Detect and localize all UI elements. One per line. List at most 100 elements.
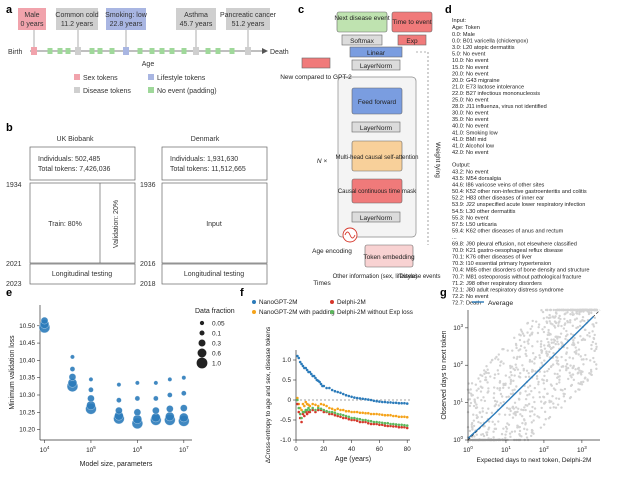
observation-point <box>541 328 544 331</box>
observation-point <box>560 324 563 328</box>
observation-point <box>544 418 547 421</box>
data-point <box>308 410 312 414</box>
observation-point <box>489 361 492 364</box>
observation-point <box>589 373 593 376</box>
observation-point <box>566 311 569 314</box>
observation-point <box>504 374 508 377</box>
observation-point <box>474 406 478 410</box>
observation-point <box>593 308 597 312</box>
data-point <box>333 411 337 415</box>
observation-point <box>497 353 501 356</box>
observation-point <box>548 313 551 317</box>
data-point <box>319 402 323 406</box>
observation-point <box>574 390 577 393</box>
data-point <box>167 392 173 398</box>
legend-swatch-lifestyle <box>148 74 154 80</box>
data-point <box>378 423 381 427</box>
input-line: 20.0: No event <box>452 71 489 77</box>
observation-point <box>517 397 521 401</box>
observation-point <box>577 348 581 351</box>
data-point <box>344 416 348 420</box>
input-line: 3.0: L20 atopic dermatitis <box>452 45 515 51</box>
observation-point <box>545 379 549 383</box>
observation-point <box>497 420 500 423</box>
observation-point <box>550 338 553 341</box>
observation-point <box>569 364 572 367</box>
data-point <box>305 408 309 412</box>
data-point <box>383 413 387 417</box>
output-line: 70.0: K21 gastro-oesophageal reflux dise… <box>452 248 563 254</box>
data-point <box>380 423 384 427</box>
observation-point <box>552 402 555 405</box>
observation-point <box>554 321 558 324</box>
observation-point <box>516 426 519 429</box>
observation-point <box>592 356 595 360</box>
data-point <box>344 393 348 397</box>
observation-point <box>578 324 582 328</box>
observation-point <box>517 407 520 410</box>
data-point <box>400 423 403 427</box>
observation-point <box>547 367 551 371</box>
observation-point <box>563 313 566 316</box>
layernorm-label: LayerNorm <box>360 125 392 132</box>
observation-point <box>477 377 480 380</box>
observation-point <box>563 400 567 403</box>
data-point <box>397 401 401 405</box>
observation-point <box>529 327 532 331</box>
observation-point <box>506 422 509 425</box>
data-point <box>372 422 376 426</box>
observation-point <box>583 319 586 323</box>
observation-point <box>467 389 470 392</box>
y-tick-label: 10.35 <box>19 375 35 382</box>
observation-point <box>485 371 488 375</box>
observation-point <box>554 342 557 346</box>
observation-point <box>538 391 541 394</box>
output-line: 52.2: H83 other diseases of inner ear <box>452 196 544 202</box>
observation-point <box>481 407 484 410</box>
data-point <box>397 425 401 429</box>
data-point <box>350 418 353 422</box>
data-point <box>355 417 359 421</box>
observation-point <box>497 358 500 361</box>
observation-point <box>556 337 559 340</box>
data-point <box>88 387 94 393</box>
data-point <box>350 395 353 399</box>
data-point <box>341 416 345 420</box>
observation-point <box>481 410 484 413</box>
event-box-sex <box>18 8 46 30</box>
observation-point <box>590 311 593 315</box>
panel-c: Next disease event Time to event Softmax… <box>280 11 441 287</box>
observation-point <box>543 359 546 362</box>
observation-point <box>562 392 565 395</box>
y-tick-label: 0.5 <box>282 377 291 384</box>
data-point <box>372 420 376 424</box>
data-point <box>303 410 306 414</box>
observation-point <box>477 420 480 424</box>
time-to-event-box <box>391 11 433 33</box>
observation-point <box>475 403 478 406</box>
data-point <box>88 377 94 382</box>
observation-point <box>518 355 522 359</box>
observation-point <box>549 365 553 369</box>
observation-point <box>533 413 536 416</box>
y-tick-label: 102 <box>453 360 463 369</box>
data-point <box>309 372 313 376</box>
observation-point <box>477 387 480 390</box>
data-point <box>325 409 328 413</box>
observation-point <box>527 338 530 341</box>
data-point <box>378 421 381 424</box>
legend-label: 1.0 <box>212 361 221 368</box>
age-token-header: Age: Token <box>452 25 480 31</box>
data-point <box>389 413 392 417</box>
observation-point <box>518 425 521 429</box>
observation-point <box>514 406 518 409</box>
data-point <box>300 416 303 420</box>
data-point <box>69 366 76 372</box>
observation-point <box>529 414 532 418</box>
observation-point <box>528 358 532 362</box>
observation-point <box>565 362 569 366</box>
observation-point <box>491 420 494 424</box>
observation-point <box>522 369 525 372</box>
observation-point <box>570 376 573 379</box>
observation-point <box>515 357 519 360</box>
